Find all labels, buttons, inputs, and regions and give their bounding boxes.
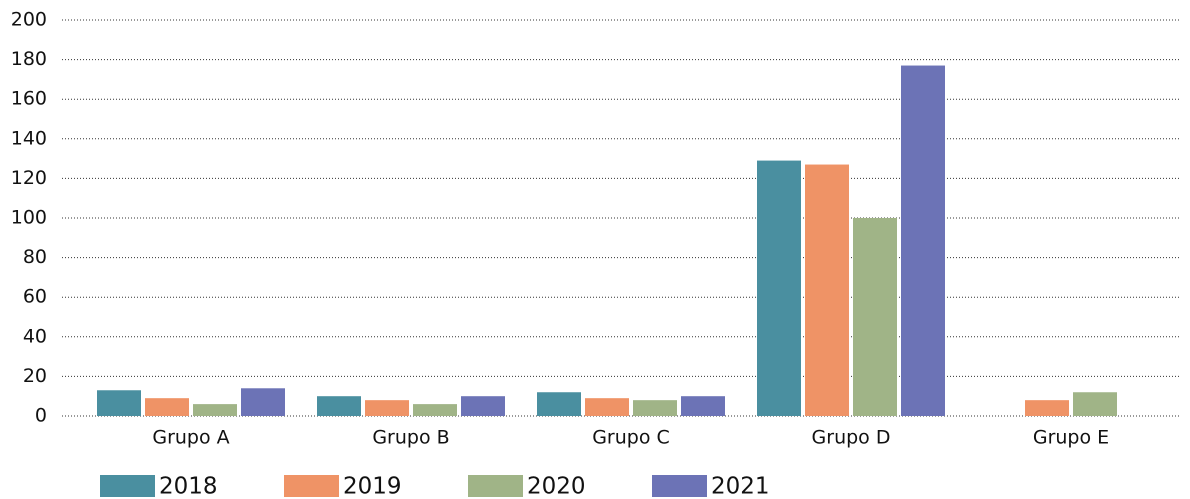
legend-label: 2018 — [159, 474, 218, 499]
bar — [1073, 392, 1117, 416]
legend-swatch — [100, 475, 155, 497]
bar — [633, 400, 677, 416]
bar — [317, 396, 361, 416]
y-tick-label: 80 — [23, 246, 47, 268]
legend-swatch — [468, 475, 523, 497]
bar — [757, 160, 801, 416]
bar — [413, 404, 457, 416]
y-tick-label: 120 — [11, 167, 47, 189]
legend-label: 2019 — [343, 474, 402, 499]
bar — [1025, 400, 1069, 416]
bar — [901, 65, 945, 416]
y-tick-label: 40 — [23, 325, 47, 347]
y-tick-label: 60 — [23, 286, 47, 308]
bar — [97, 390, 141, 416]
legend-swatch — [652, 475, 707, 497]
y-tick-label: 160 — [11, 88, 47, 110]
bar — [365, 400, 409, 416]
x-tick-label: Grupo E — [1033, 427, 1109, 449]
y-tick-label: 140 — [11, 127, 47, 149]
y-tick-label: 200 — [11, 9, 47, 31]
x-tick-label: Grupo B — [372, 427, 449, 449]
x-tick-label: Grupo A — [152, 427, 229, 449]
bar — [537, 392, 581, 416]
bar — [853, 218, 897, 416]
x-tick-label: Grupo C — [592, 427, 670, 449]
legend-label: 2020 — [527, 474, 586, 499]
legend-swatch — [284, 475, 339, 497]
x-tick-label: Grupo D — [812, 427, 891, 449]
bar — [805, 164, 849, 416]
bar — [461, 396, 505, 416]
y-tick-label: 20 — [23, 365, 47, 387]
y-tick-label: 0 — [35, 405, 47, 427]
y-tick-label: 100 — [11, 207, 47, 229]
bar — [241, 388, 285, 416]
bar — [193, 404, 237, 416]
legend-label: 2021 — [711, 474, 770, 499]
bar — [681, 396, 725, 416]
y-tick-label: 180 — [11, 48, 47, 70]
bar — [145, 398, 189, 416]
bar — [585, 398, 629, 416]
